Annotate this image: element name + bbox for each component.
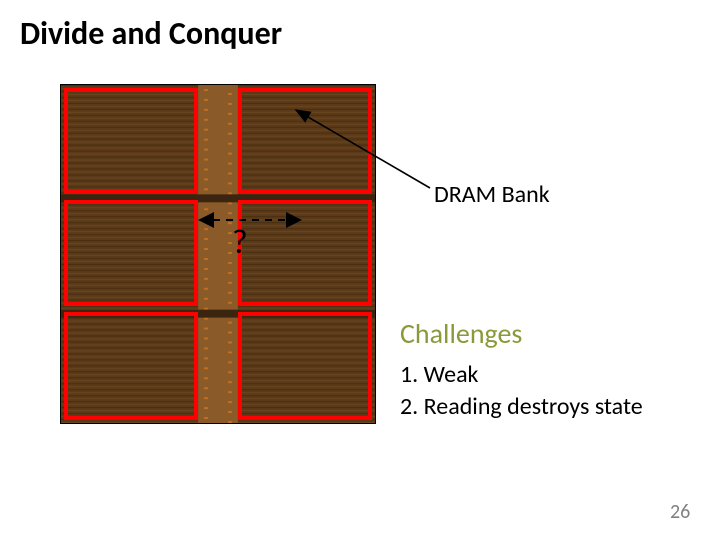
dram-bank-label: DRAM Bank [434,180,550,209]
dram-bank-0 [64,88,198,194]
challenge-item-2: 2. Reading destroys state [400,392,643,421]
challenge-item-1: 1. Weak [400,360,478,389]
slide-title: Divide and Conquer [20,14,282,53]
challenges-heading: Challenges [400,316,522,351]
dram-bank-3 [238,200,372,306]
dram-bank-5 [238,312,372,420]
slide-number: 26 [670,500,690,524]
dram-bank-2 [64,200,198,306]
dram-bank-4 [64,312,198,420]
slide: { "title": { "text": "Divide and Conquer… [0,0,720,540]
dram-bank-1 [238,88,372,194]
question-mark: ? [232,222,248,263]
